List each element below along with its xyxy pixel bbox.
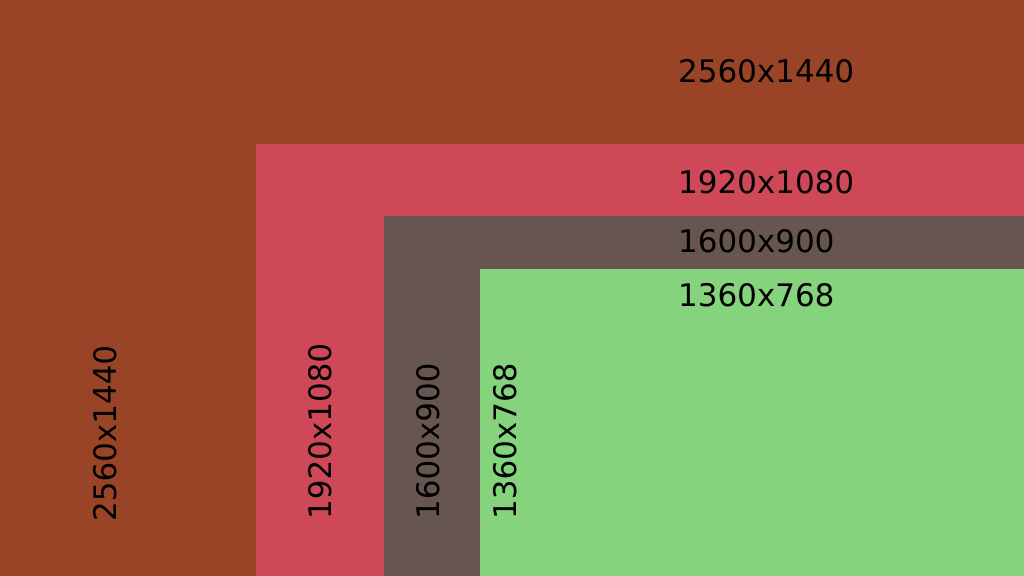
label-1920x1080-vertical: 1920x1080	[303, 342, 339, 519]
label-1920x1080-horizontal: 1920x1080	[678, 165, 855, 201]
label-1360x768-horizontal: 1360x768	[678, 278, 835, 314]
label-2560x1440-vertical: 2560x1440	[88, 344, 124, 521]
label-1360x768-vertical: 1360x768	[488, 362, 524, 519]
label-2560x1440-horizontal: 2560x1440	[678, 54, 855, 90]
resolution-1360x768-area	[480, 269, 1024, 576]
label-1600x900-vertical: 1600x900	[411, 362, 447, 519]
label-1600x900-horizontal: 1600x900	[678, 224, 835, 260]
